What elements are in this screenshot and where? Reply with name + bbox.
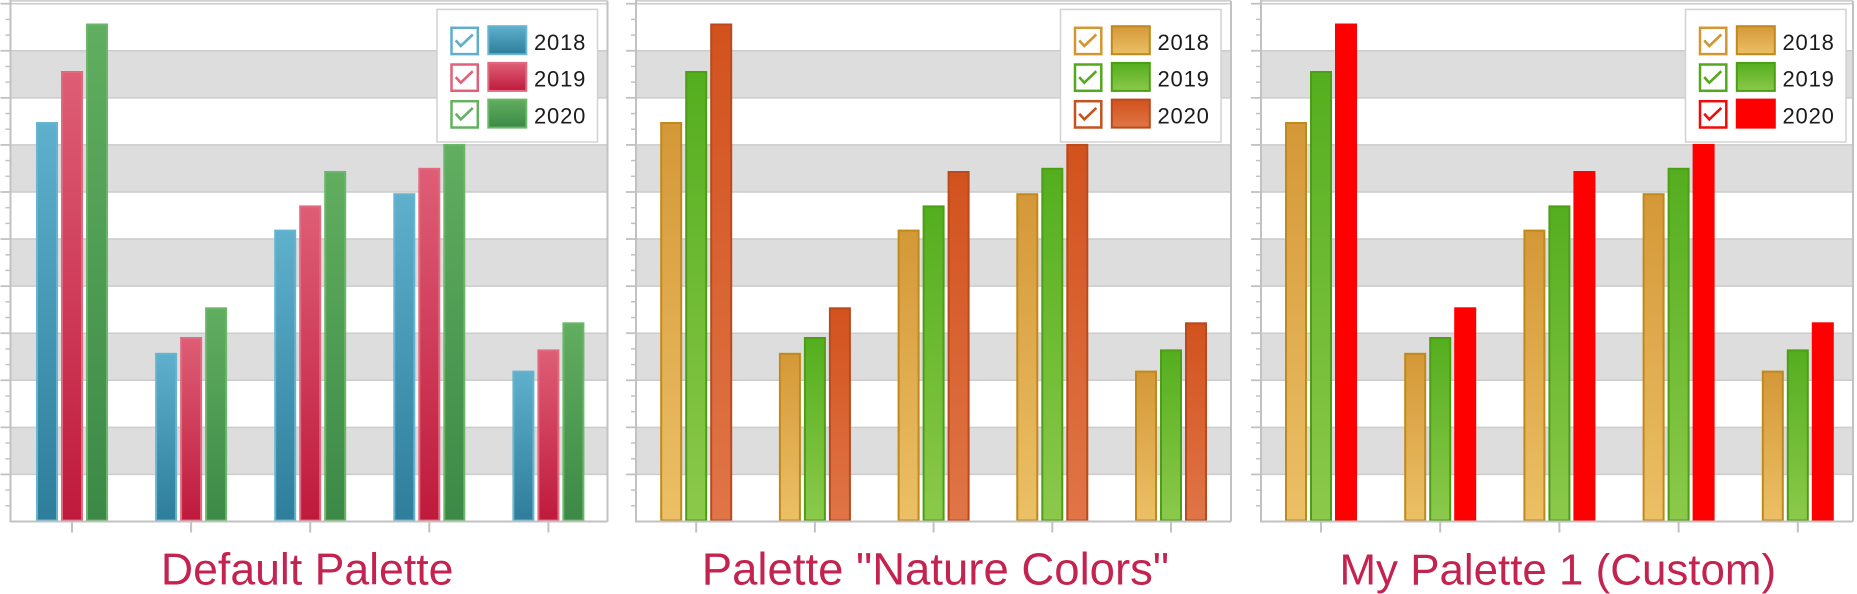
svg-text:2020: 2020 (534, 103, 586, 128)
svg-text:My Palette 1 (Custom): My Palette 1 (Custom) (1340, 546, 1777, 594)
svg-text:2020: 2020 (1158, 103, 1210, 128)
svg-text:Default Palette: Default Palette (161, 546, 454, 594)
svg-text:2018: 2018 (1158, 30, 1210, 55)
svg-text:2019: 2019 (534, 67, 586, 92)
svg-text:2019: 2019 (1158, 67, 1210, 92)
svg-text:Palette "Nature Colors": Palette "Nature Colors" (702, 544, 1169, 594)
svg-text:2018: 2018 (1783, 30, 1835, 55)
svg-text:2020: 2020 (1783, 103, 1835, 128)
svg-text:2019: 2019 (1783, 67, 1835, 92)
svg-text:2018: 2018 (534, 30, 586, 55)
